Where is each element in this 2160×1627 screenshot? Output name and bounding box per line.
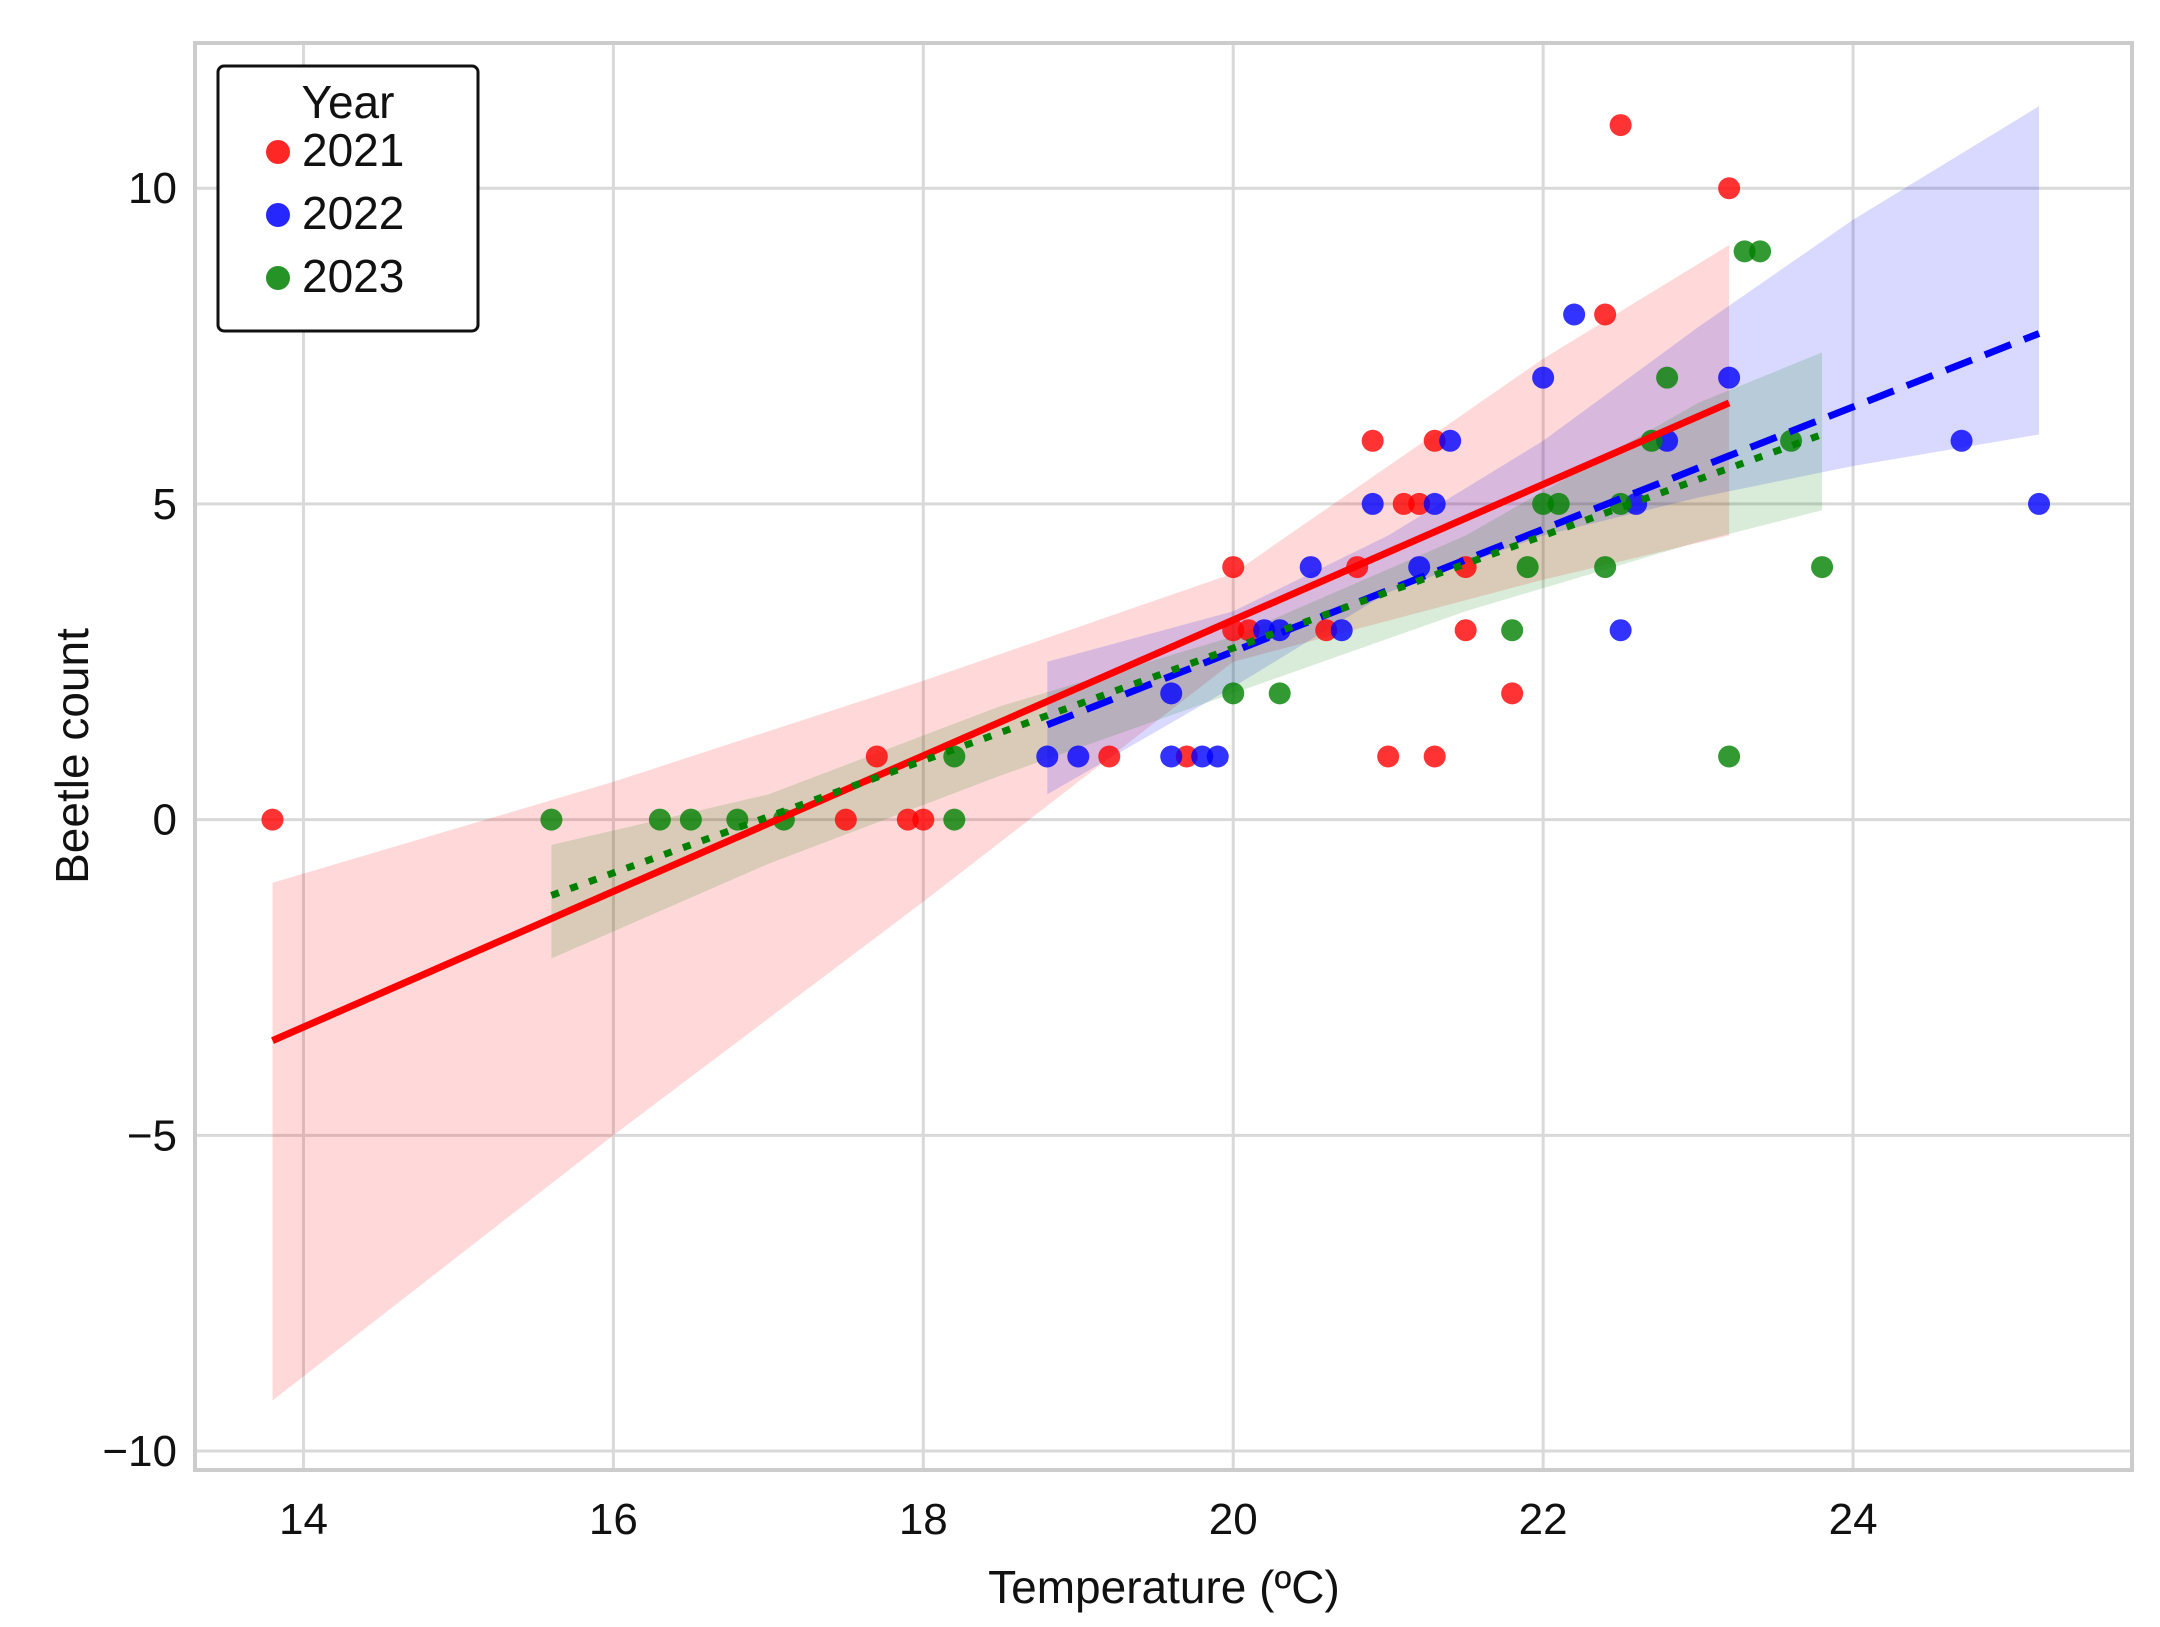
data-point-2021 [1175,745,1198,768]
legend-marker-2023 [266,266,290,290]
x-tick-label: 24 [1829,1495,1878,1544]
data-point-2021 [1361,429,1384,452]
data-point-2023 [1718,745,1741,768]
data-point-2023 [540,808,563,831]
data-point-2022 [1563,303,1586,326]
data-point-2022 [1160,745,1183,768]
data-point-2021 [1594,303,1617,326]
data-point-2022 [1268,619,1291,642]
data-point-2023 [1811,556,1834,579]
data-point-2021 [1315,619,1338,642]
y-tick-label: 10 [128,164,177,213]
legend-marker-2021 [266,140,290,164]
data-point-2021 [1408,492,1431,515]
x-tick-label: 14 [279,1495,328,1544]
data-point-2022 [1408,556,1431,579]
data-point-2023 [1222,682,1245,705]
y-tick-label: 5 [153,480,177,529]
data-point-2023 [679,808,702,831]
data-point-2023 [1656,366,1679,389]
data-point-2022 [1036,745,1059,768]
x-tick-label: 22 [1519,1495,1568,1544]
data-point-2021 [261,808,284,831]
data-point-2021 [1098,745,1121,768]
data-point-2021 [1392,492,1415,515]
legend-label-2023: 2023 [302,250,404,302]
data-point-2021 [912,808,935,831]
data-point-2021 [1454,619,1477,642]
data-point-2021 [1423,429,1446,452]
data-point-2022 [1206,745,1229,768]
data-point-2022 [1439,429,1462,452]
data-point-2022 [1191,745,1214,768]
data-point-2023 [943,808,966,831]
regression-lines [271,330,2041,1044]
data-point-2021 [1609,114,1632,137]
fit-line-2022 [1045,330,2041,729]
data-point-2022 [1361,492,1384,515]
legend-label-2021: 2021 [302,124,404,176]
x-tick-label: 16 [589,1495,638,1544]
data-point-2021 [1501,682,1524,705]
legend-title: Year [302,76,395,128]
data-point-2023 [1594,556,1617,579]
x-axis-label: Temperature (ºC) [988,1561,1340,1613]
legend-items: 2021 2022 2023 [266,124,404,302]
legend: Year 2021 2022 2023 [216,64,480,333]
data-point-2022 [1950,429,1973,452]
ci-band-2023 [551,352,1823,959]
data-point-2022 [2028,492,2051,515]
data-point-2021 [896,808,919,831]
data-point-2021 [865,745,888,768]
data-point-2022 [1067,745,1090,768]
ci-band-2022 [1047,106,2040,795]
x-tick-label: 20 [1209,1495,1258,1544]
data-point-2022 [1532,366,1555,389]
data-point-2023 [1516,556,1539,579]
fit-line-2023 [550,431,1824,899]
plot-frame [193,41,2134,1472]
data-point-2023 [1501,619,1524,642]
confidence-bands [272,106,2040,1401]
data-point-2023 [1749,240,1772,263]
data-point-2021 [1423,745,1446,768]
legend-marker-2022 [266,203,290,227]
fit-line-2021 [271,399,1731,1044]
y-tick-label: −10 [102,1427,177,1476]
data-point-2023 [1733,240,1756,263]
data-point-2022 [1330,619,1353,642]
data-point-2021 [1237,619,1260,642]
data-point-2021 [1377,745,1400,768]
y-axis-label: Beetle count [46,628,98,884]
legend-box [216,64,480,333]
data-point-2021 [834,808,857,831]
data-point-2022 [1423,492,1446,515]
data-point-2021 [1718,177,1741,200]
data-point-2022 [1609,619,1632,642]
data-point-2023 [1532,492,1555,515]
y-tick-label: −5 [127,1111,177,1160]
data-point-2023 [1268,682,1291,705]
y-tick-label: 0 [153,796,177,845]
data-point-2023 [648,808,671,831]
legend-label-2022: 2022 [302,187,404,239]
data-point-2022 [1299,556,1322,579]
data-point-2022 [1718,366,1741,389]
ci-band-2021 [272,245,1730,1401]
data-point-2022 [1160,682,1183,705]
data-point-2021 [1222,556,1245,579]
x-tick-label: 18 [899,1495,948,1544]
data-point-2023 [1547,492,1570,515]
